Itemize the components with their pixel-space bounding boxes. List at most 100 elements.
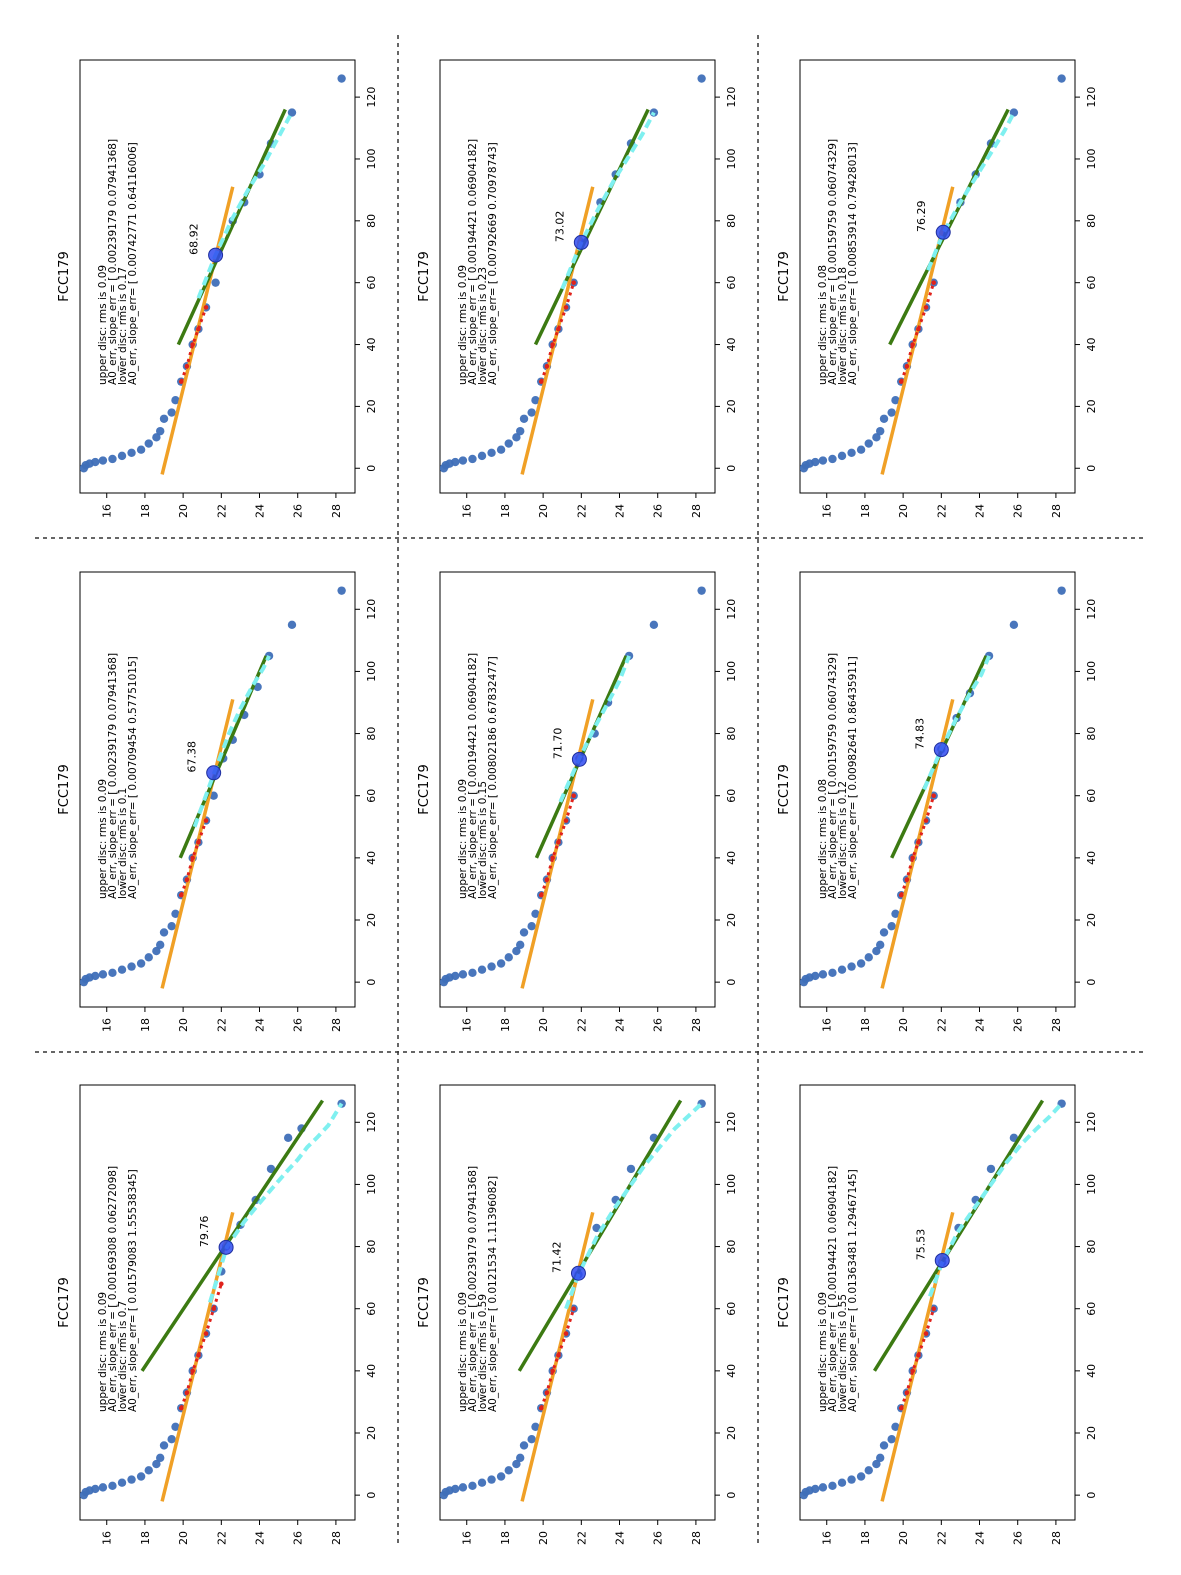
chart-panel-8: 16 18 20 22 24 26 28 0 20 40 60 80 100 120 FCC179 upper… bbox=[777, 571, 1098, 1032]
plot-area bbox=[440, 1099, 706, 1502]
subset-point bbox=[556, 840, 561, 845]
data-point bbox=[337, 586, 346, 595]
data-point bbox=[1057, 74, 1066, 83]
y-tick-label: 20 bbox=[1085, 1426, 1098, 1440]
data-point bbox=[887, 408, 896, 417]
subset-point bbox=[898, 379, 904, 384]
data-point bbox=[209, 791, 218, 800]
data-point bbox=[117, 451, 127, 461]
annotation-line-4: A0_err, slope_err= [ 0.00709454 0.577510… bbox=[127, 656, 139, 899]
x-tick-label: 28 bbox=[1050, 504, 1063, 518]
data-point bbox=[171, 1422, 180, 1431]
y-tick-label: 20 bbox=[365, 913, 378, 927]
x-tick-label: 26 bbox=[292, 1531, 305, 1545]
subset-point bbox=[178, 892, 184, 898]
data-point bbox=[879, 928, 889, 937]
y-tick-label: 40 bbox=[725, 1364, 738, 1378]
data-point bbox=[847, 1475, 856, 1484]
y-tick-label: 20 bbox=[725, 913, 738, 927]
y-tick-label: 120 bbox=[725, 599, 738, 620]
data-point bbox=[847, 962, 856, 971]
y-tick-label: 40 bbox=[365, 851, 378, 865]
annotation-line-2: A0_err, slope_err = [ 0.00159759 0.06074… bbox=[827, 653, 839, 899]
y-tick-label: 100 bbox=[725, 148, 738, 169]
y-tick-label: 80 bbox=[1085, 727, 1098, 741]
panel-title: FCC179 bbox=[57, 251, 72, 301]
subset-point bbox=[931, 1306, 936, 1312]
x-tick-label: 18 bbox=[499, 1531, 512, 1545]
y-tick-label: 20 bbox=[725, 399, 738, 413]
annotation-line-1: upper disc: rms is 0.09 bbox=[97, 265, 109, 385]
data-point bbox=[98, 456, 108, 465]
y-tick-label: 60 bbox=[365, 1302, 378, 1316]
data-point bbox=[468, 1481, 477, 1491]
data-point bbox=[891, 396, 900, 405]
annotation-line-2: A0_err, slope_err = [ 0.00239179 0.07941… bbox=[107, 139, 119, 385]
x-tick-label: 16 bbox=[461, 1018, 474, 1032]
transition-marker bbox=[934, 1252, 950, 1268]
data-point bbox=[876, 426, 885, 436]
y-tick-label: 100 bbox=[1085, 1174, 1098, 1195]
annotation-line-2: A0_err, slope_err = [ 0.00239179 0.07941… bbox=[107, 653, 119, 899]
y-tick-label: 120 bbox=[725, 1112, 738, 1133]
data-point bbox=[592, 1223, 601, 1233]
x-tick-label: 26 bbox=[1012, 1018, 1025, 1032]
data-point bbox=[127, 962, 136, 971]
subset-point bbox=[550, 1368, 555, 1374]
x-tick-label: 20 bbox=[537, 504, 550, 518]
x-tick-label: 16 bbox=[101, 504, 114, 518]
data-point bbox=[117, 965, 127, 974]
x-tick-label: 20 bbox=[177, 504, 190, 518]
data-point bbox=[156, 940, 165, 950]
x-tick-label: 28 bbox=[1050, 1531, 1063, 1545]
y-tick-label: 120 bbox=[1085, 599, 1098, 620]
transition-marker bbox=[570, 1265, 586, 1281]
subset-point bbox=[203, 305, 209, 310]
y-tick-label: 80 bbox=[365, 727, 378, 741]
plot-area bbox=[80, 1099, 346, 1502]
y-tick-label: 40 bbox=[725, 338, 738, 352]
data-point bbox=[891, 1422, 900, 1431]
subset-point bbox=[550, 342, 555, 347]
y-tick-label: 60 bbox=[365, 789, 378, 803]
data-point bbox=[496, 1472, 506, 1481]
annotation-line-1: upper disc: rms is 0.08 bbox=[817, 779, 829, 899]
y-tick-label: 60 bbox=[725, 1302, 738, 1316]
subset-point bbox=[550, 855, 555, 861]
data-point bbox=[167, 408, 176, 417]
y-tick-label: 120 bbox=[1085, 87, 1098, 108]
annotation-line-1: upper disc: rms is 0.09 bbox=[817, 1292, 829, 1412]
data-point bbox=[91, 971, 100, 981]
x-tick-label: 24 bbox=[614, 1018, 627, 1032]
chart-panel-4: 16 18 20 22 24 26 28 0 20 40 60 80 100 120 FCC179 upper… bbox=[417, 1084, 738, 1545]
subset-point bbox=[563, 818, 569, 823]
data-point bbox=[487, 448, 496, 457]
subset-point bbox=[898, 892, 904, 898]
x-tick-label: 24 bbox=[254, 1018, 267, 1032]
transition-label: 68.92 bbox=[188, 223, 201, 255]
subset-point bbox=[544, 877, 550, 882]
data-point bbox=[527, 922, 536, 931]
x-tick-label: 28 bbox=[690, 1531, 703, 1545]
data-point bbox=[887, 922, 896, 931]
data-point bbox=[986, 1164, 996, 1174]
data-point bbox=[876, 1453, 885, 1463]
plot-frame bbox=[439, 59, 716, 494]
subset-point bbox=[544, 1390, 550, 1395]
annotation-line-1: upper disc: rms is 0.09 bbox=[457, 1292, 469, 1412]
y-tick-label: 60 bbox=[725, 276, 738, 290]
data-point bbox=[108, 968, 117, 978]
data-point bbox=[91, 1484, 100, 1494]
chart-panel-1: 16 18 20 22 24 26 28 0 20 40 60 80 100 120 FCC179 upper… bbox=[57, 1084, 378, 1545]
y-tick-label: 0 bbox=[365, 979, 378, 986]
panel-title: FCC179 bbox=[777, 251, 792, 301]
transition-marker bbox=[571, 751, 587, 767]
data-point bbox=[818, 1483, 828, 1492]
data-point bbox=[337, 74, 346, 83]
data-point bbox=[818, 970, 828, 979]
data-point bbox=[811, 457, 820, 467]
annotation-line-1: upper disc: rms is 0.08 bbox=[817, 265, 829, 385]
y-tick-label: 80 bbox=[365, 1240, 378, 1254]
subset-point bbox=[219, 1281, 224, 1287]
